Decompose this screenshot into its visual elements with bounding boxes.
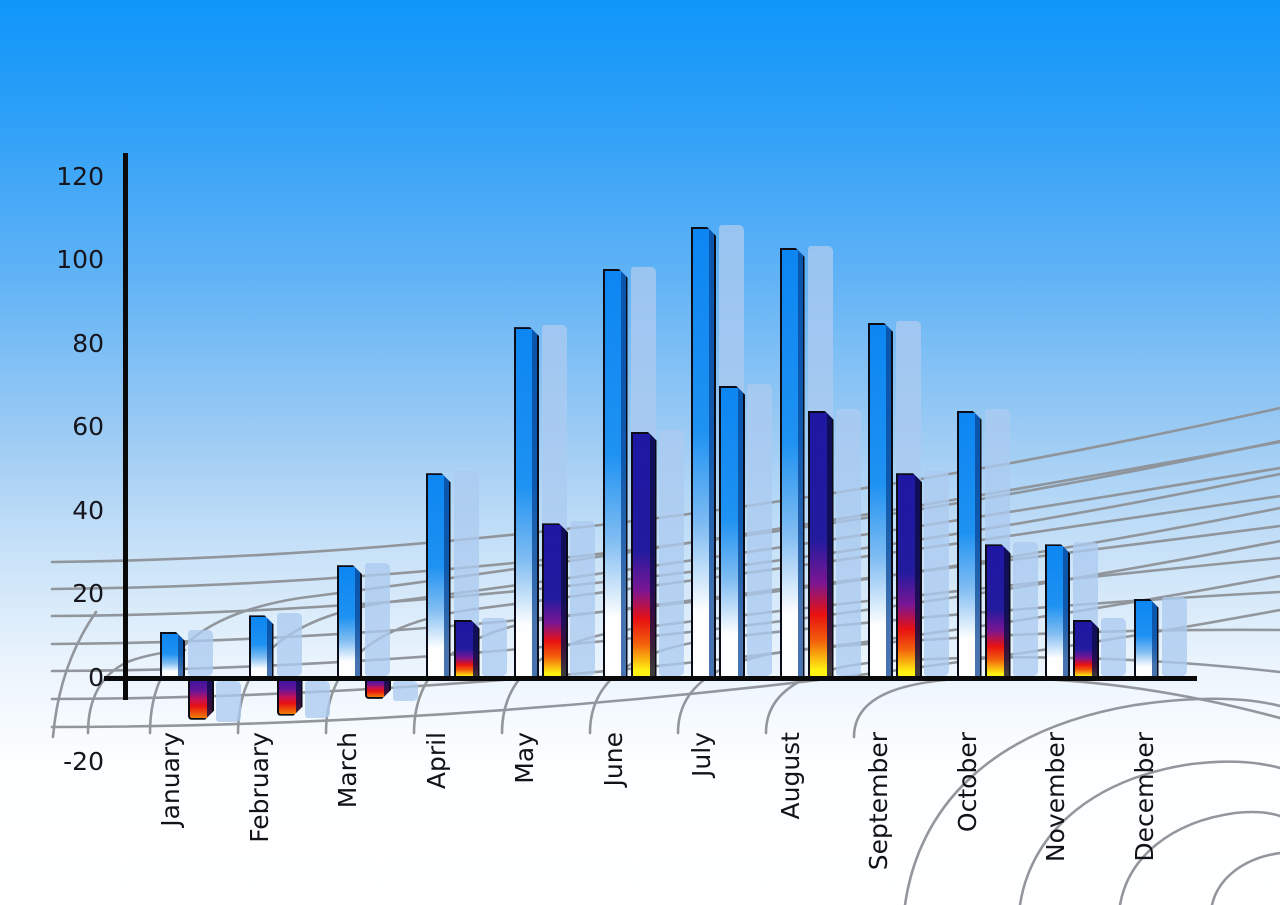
bar-side-shade [532,329,537,678]
bar-november-series2 [1073,620,1099,680]
bar-side-shade [1152,601,1157,678]
bar-march-series2 [365,676,391,699]
bar-october-series2 [985,544,1011,680]
bar-side-shade [738,388,743,678]
bar-may-series1 [514,327,539,680]
bar-side-shade [1063,546,1068,678]
echo-march-series1 [365,563,390,676]
bar-april-series2 [454,620,480,680]
bar-side-shade [650,434,655,678]
bar-february-series1 [249,615,274,680]
bar-january-series1 [160,632,185,680]
echo-march-series2 [393,681,418,701]
bar-side-shade [355,567,360,678]
bar-july-series1 [691,227,716,680]
bar-side-shade [384,676,389,697]
month-label: March [333,732,362,809]
month-label: October [952,732,982,833]
month-label: September [864,732,893,871]
bar-november-series1 [1045,544,1070,680]
bar-september-series1 [868,323,893,680]
bar-side-shade [207,676,212,718]
bar-side-shade [473,622,478,678]
bar-december-series1 [1134,599,1159,680]
ytick-0: 0 [88,663,104,692]
bar-february-series2 [277,676,303,716]
y-axis-line [123,153,128,700]
echo-july-series2 [747,383,772,676]
echo-february-series2 [304,681,330,718]
bar-august-series1 [780,248,805,680]
echo-january-series1 [188,630,213,676]
month-label: April [421,732,451,790]
bar-may-series2 [542,523,568,680]
bar-october-series1 [957,411,982,680]
ytick-100: 100 [56,245,104,275]
bar-side-shade [709,229,714,678]
echo-september-series2 [924,471,949,676]
bar-january-series2 [188,676,214,720]
bar-side-shade [1092,622,1097,678]
ytick-40: 40 [72,495,104,525]
ytick-60: 60 [72,412,104,442]
bar-side-shade [561,525,566,678]
bar-july-series2 [719,386,745,680]
bar-june-series2 [631,432,657,680]
ytick-20: 20 [72,579,104,609]
bar-side-shade [798,250,803,678]
bar-side-shade [621,271,626,678]
bar-side-shade [975,413,980,678]
x-axis-line [104,676,1197,681]
ytick--20: -20 [63,746,104,776]
bar-side-shade [886,325,891,678]
echo-october-series2 [1012,542,1038,676]
ytick-120: 120 [56,161,104,191]
month-label: January [156,732,185,827]
echo-february-series1 [276,613,302,676]
echo-january-series2 [216,681,241,722]
month-label: June [598,732,628,787]
echo-august-series2 [835,408,861,676]
echo-may-series2 [570,521,595,676]
bar-side-shade [827,413,832,678]
month-label: November [1041,732,1070,863]
echo-december-series1 [1161,596,1187,676]
echo-november-series2 [1101,617,1126,676]
month-label: May [510,732,539,784]
ytick-80: 80 [72,328,104,358]
bar-side-shade [444,475,449,678]
month-label: August [775,732,805,820]
bar-september-series2 [896,473,922,680]
month-label: February [244,732,274,843]
echo-june-series2 [658,429,684,676]
month-label: December [1129,732,1159,862]
bar-august-series2 [808,411,834,680]
bar-june-series1 [603,269,628,680]
bar-side-shade [178,634,183,678]
bar-side-shade [1004,546,1009,678]
bar-march-series1 [337,565,362,680]
bar-side-shade [915,475,920,678]
bar-april-series1 [426,473,451,680]
month-label: July [687,732,716,777]
echo-april-series2 [481,617,507,676]
bar-side-shade [267,617,272,678]
bar-side-shade [296,676,301,714]
